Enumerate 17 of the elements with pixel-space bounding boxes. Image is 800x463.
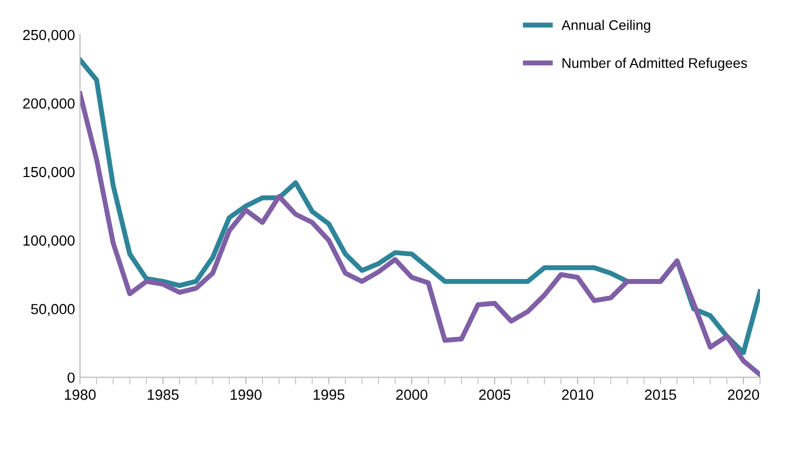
x-tick-label: 2015 [645,390,676,400]
y-tick-label: 50,000 [31,304,75,316]
x-tick-label: 2010 [562,390,594,400]
legend-label: Number of Admitted Refugees [562,58,748,71]
x-tick-label: 1980 [64,390,96,400]
y-tick-label: 200,000 [23,98,75,110]
legend-label: Annual Ceiling [561,20,650,33]
x-tick-label: 2000 [396,390,428,400]
y-tick-label: 150,000 [24,166,75,179]
x-tick-label: 1985 [148,390,179,400]
x-tick-label: 1995 [314,390,344,400]
y-tick-label: 100,000 [24,235,75,248]
y-tick-label: 0 [68,372,75,383]
x-tick-label: 2020 [728,390,760,400]
y-tick-label: 250,000 [23,30,75,42]
x-tick-label: 1990 [230,390,262,400]
x-tick-label: 2005 [479,390,510,400]
